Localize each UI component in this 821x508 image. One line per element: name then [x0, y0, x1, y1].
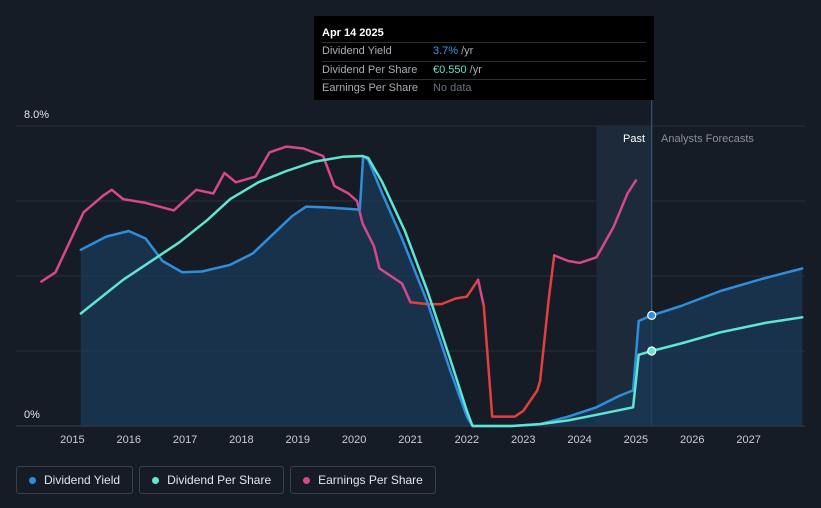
- x-axis: 2015 2016 2017 2018 2019 2020 2021 2022 2023 2024…: [60, 434, 761, 446]
- tooltip-value: 3.7%: [433, 45, 459, 57]
- x-tick-label: 2024: [567, 434, 591, 446]
- series-area-dividend-yield: [80, 156, 652, 426]
- tooltip-date: Apr 14 2025: [322, 27, 384, 39]
- tooltip-value: No data: [433, 82, 472, 94]
- x-tick-label: 2016: [116, 434, 140, 446]
- legend-item-dividend-yield[interactable]: Dividend Yield: [16, 466, 134, 494]
- x-tick-label: 2019: [286, 434, 310, 446]
- tooltip-unit: /yr: [469, 63, 482, 76]
- legend-label: Dividend Yield: [44, 473, 121, 487]
- legend-dot: [29, 476, 36, 484]
- dividend-per-share-marker: [647, 346, 657, 356]
- legend-item-dividend-per-share[interactable]: Dividend Per Share: [139, 466, 285, 494]
- tooltip-value: €0.550: [433, 63, 467, 76]
- y-axis: 8.0% 0%: [24, 109, 49, 421]
- series-line-earnings-per-share: [552, 179, 638, 265]
- series-line-dividend-per-share: [79, 154, 653, 428]
- x-tick-label: 2015: [60, 434, 84, 446]
- x-tick-label: 2018: [229, 434, 253, 446]
- x-tick-label: 2022: [455, 434, 479, 446]
- legend: Dividend Yield Dividend Per Share Earnin…: [16, 466, 436, 494]
- x-tick-label: 2017: [173, 434, 197, 446]
- series-line-earnings-per-share: [476, 278, 486, 308]
- tooltip-unit: /yr: [461, 45, 474, 57]
- series-line-earnings-per-share: [40, 145, 412, 304]
- y-tick-label: 0%: [24, 409, 40, 421]
- x-tick-label: 2027: [736, 434, 760, 446]
- series-line-earnings-per-share: [409, 278, 480, 306]
- x-tick-label: 2021: [398, 434, 422, 446]
- legend-item-earnings-per-share[interactable]: Earnings Per Share: [290, 466, 436, 494]
- series-line-earnings-per-share: [482, 254, 556, 418]
- x-tick-label: 2025: [624, 434, 648, 446]
- legend-dot: [303, 476, 311, 484]
- dividend-yield-marker: [647, 310, 657, 320]
- tooltip-row-dividend-yield: Dividend Yield 3.7% /yr: [322, 42, 646, 61]
- legend-dot: [152, 476, 160, 484]
- tooltip-label: Dividend Yield: [322, 45, 392, 57]
- series-layer: [40, 145, 804, 428]
- series-line-dividend-yield-forecast: [650, 267, 804, 317]
- tooltip-row-earnings-per-share: Earnings Per Share No data: [322, 79, 646, 98]
- tooltip-label: Dividend Per Share: [322, 63, 418, 76]
- legend-label: Earnings Per Share: [318, 473, 423, 487]
- tooltip-label: Earnings Per Share: [322, 82, 418, 94]
- series-area-dividend-yield: [651, 268, 803, 426]
- forecast-label: Analysts Forecasts: [661, 133, 754, 145]
- series-line-dividend-per-share-forecast: [650, 316, 804, 353]
- x-tick-label: 2026: [680, 434, 704, 446]
- x-tick-label: 2020: [342, 434, 366, 446]
- highlight-markers: [647, 310, 657, 356]
- tooltip-row-dividend-per-share: Dividend Per Share €0.550 /yr: [322, 60, 646, 80]
- past-label: Past: [623, 133, 645, 145]
- legend-label: Dividend Per Share: [167, 473, 272, 487]
- tooltip: Apr 14 2025 Dividend Yield 3.7% /yr Divi…: [314, 16, 654, 100]
- y-tick-label: 8.0%: [24, 109, 49, 121]
- x-tick-label: 2023: [511, 434, 535, 446]
